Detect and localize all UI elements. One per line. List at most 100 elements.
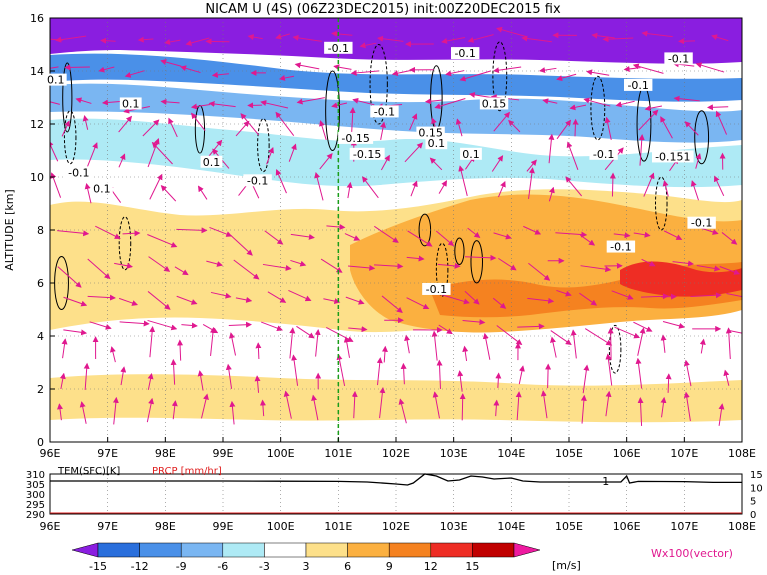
wind-vector bbox=[267, 291, 287, 303]
wind-vector bbox=[677, 38, 695, 45]
easterly-band-strong bbox=[50, 53, 742, 102]
colorbar-tick-label: 3 bbox=[303, 560, 310, 573]
colorbar-tick-label: 15 bbox=[465, 560, 479, 573]
wind-vector bbox=[87, 258, 111, 280]
contour-loop bbox=[62, 62, 73, 133]
wind-vector bbox=[86, 142, 98, 168]
colorbar-tick-label: 12 bbox=[424, 560, 438, 573]
y-tick-label: 10 bbox=[30, 171, 44, 184]
wind-vector bbox=[319, 152, 333, 170]
wind-vector bbox=[438, 324, 453, 335]
contour-loop bbox=[608, 324, 622, 374]
wind-vector bbox=[550, 336, 557, 358]
wind-vector bbox=[548, 186, 555, 202]
wind-vector bbox=[50, 98, 60, 105]
colorbar-tick-labels: -15 -12 -9 -6 -3 3 6 9 12 15 bbox=[89, 560, 479, 573]
wind-vector bbox=[381, 345, 388, 363]
wind-vector bbox=[147, 234, 178, 248]
wind-vector bbox=[197, 370, 204, 391]
precipitation-tick-label: 5 bbox=[750, 497, 756, 508]
surface-x-tick-label: 105E bbox=[555, 520, 583, 533]
wind-vector bbox=[344, 233, 361, 241]
wind-vector bbox=[641, 258, 656, 267]
colorbar-end-low bbox=[71, 542, 99, 558]
wind-vector bbox=[521, 35, 552, 43]
contour-label: -0.1 bbox=[627, 79, 648, 92]
wind-vector bbox=[229, 400, 236, 425]
wind-vector bbox=[508, 119, 521, 133]
colorbar-tick-label: -15 bbox=[89, 560, 107, 573]
contour-label-box bbox=[416, 126, 445, 139]
colorbar-tick-label: -12 bbox=[131, 560, 149, 573]
wind-vector bbox=[604, 116, 612, 140]
y-tick-label: 2 bbox=[37, 383, 44, 396]
wind-vector bbox=[379, 387, 386, 419]
contour-loop bbox=[590, 75, 606, 141]
x-axis-ticks: 96E 97E 98E 99E 100E 101E 102E 103E 104E 105E 106E… bbox=[40, 437, 756, 460]
wind-vector bbox=[381, 295, 403, 313]
wind-vector bbox=[605, 390, 612, 417]
wind-vector bbox=[609, 172, 616, 197]
x-tick-label: 103E bbox=[440, 447, 468, 460]
wind-vector bbox=[406, 297, 430, 310]
wind-vector bbox=[482, 332, 491, 360]
chart-title: NICAM U (4S) (06Z23DEC2015) init:00Z20DE… bbox=[205, 2, 561, 17]
wind-vector bbox=[467, 227, 481, 238]
wind-vector bbox=[637, 327, 646, 356]
wind-vector bbox=[235, 296, 253, 303]
wind-vector bbox=[83, 362, 90, 390]
surface-x-tick-label: 98E bbox=[155, 520, 176, 533]
wind-vector bbox=[660, 116, 673, 139]
wind-vector bbox=[266, 146, 274, 165]
wind-vector bbox=[464, 254, 497, 261]
wind-vector bbox=[400, 362, 407, 385]
wind-vector bbox=[345, 296, 365, 305]
wind-vector bbox=[436, 359, 443, 389]
wind-vector bbox=[63, 329, 88, 336]
wind-vector bbox=[380, 154, 390, 171]
wind-vector bbox=[323, 298, 341, 305]
wind-vector bbox=[462, 345, 469, 362]
wind-vector bbox=[432, 391, 440, 419]
wind-vector bbox=[296, 97, 325, 105]
wind-vector bbox=[82, 115, 89, 130]
wind-vector bbox=[259, 399, 266, 417]
contour-loop bbox=[257, 118, 270, 173]
wind-vector bbox=[632, 63, 664, 74]
wind-vector bbox=[351, 390, 358, 419]
wind-vector bbox=[374, 263, 404, 270]
contour-label: -0.1 bbox=[668, 52, 689, 65]
wind-vector bbox=[206, 260, 223, 267]
wind-vector bbox=[635, 357, 643, 389]
wind-vector bbox=[380, 121, 387, 140]
wind-vector bbox=[582, 364, 590, 394]
main-plot: -0.1 -0.1 -0.1-0.10.1-0.10.15-0.15 0.150.1-… bbox=[3, 12, 756, 460]
wind-vector bbox=[319, 120, 327, 141]
wind-vector bbox=[718, 403, 725, 426]
wind-vector bbox=[580, 394, 587, 424]
wind-vector bbox=[580, 234, 596, 246]
wind-vector bbox=[491, 155, 504, 172]
y-tick-label: 16 bbox=[30, 12, 44, 25]
wind-vector bbox=[672, 260, 695, 267]
wind-vector bbox=[493, 111, 511, 132]
wind-vector bbox=[569, 104, 587, 111]
wind-vector bbox=[404, 142, 423, 163]
wind-vector bbox=[706, 104, 729, 111]
wind-vector bbox=[434, 98, 466, 110]
wind-vector bbox=[177, 339, 184, 361]
contour-label: -0.1 bbox=[328, 42, 349, 55]
precipitation-axis-ticks: 15 10 5 0 bbox=[750, 470, 763, 521]
wind-vector bbox=[660, 334, 667, 353]
wind-vector bbox=[556, 289, 572, 297]
wind-vector bbox=[570, 329, 577, 359]
contour-label: -0.1 bbox=[593, 148, 614, 161]
wind-vector bbox=[95, 225, 121, 239]
contour-label-box bbox=[460, 147, 482, 160]
wind-vector bbox=[57, 230, 90, 237]
wind-vector bbox=[160, 98, 180, 105]
wind-vector bbox=[458, 165, 468, 196]
contour-label: 0.1 bbox=[122, 97, 140, 110]
temperature-tick-label: 305 bbox=[26, 480, 45, 491]
wind-vector bbox=[255, 342, 262, 360]
